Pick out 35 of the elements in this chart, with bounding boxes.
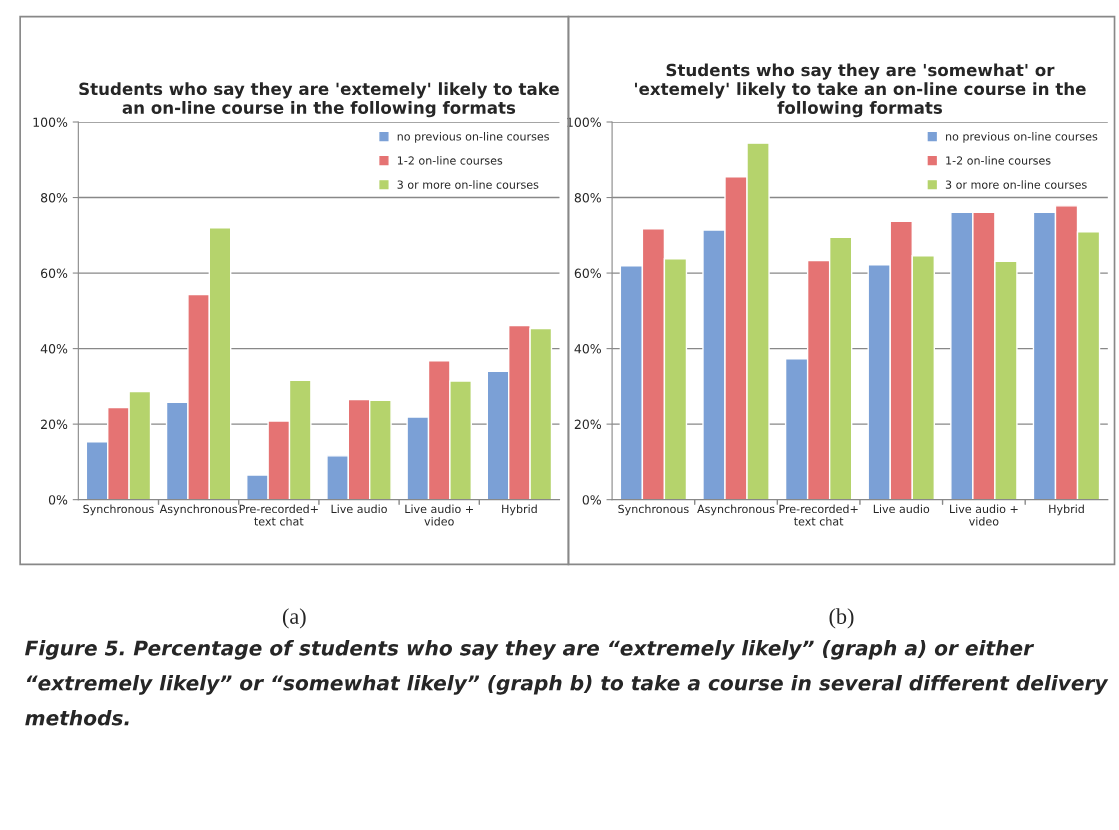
text: (a) — [282, 608, 306, 629]
legend-label: no previous on-line courses — [397, 132, 549, 143]
x-tick-label: Asynchronous — [697, 504, 775, 516]
x-tick-label: Live audio — [873, 504, 930, 514]
x-tick-label: Live audio + video — [950, 504, 1018, 526]
x-tick-label: Synchronous — [83, 504, 154, 516]
chart-title: Students who say they are 'somewhat' or 'extemely' likely to take an on-line course in the following formats — [635, 63, 1086, 118]
legend-label: 1-2 on-line courses — [397, 156, 503, 165]
text: (b) — [829, 608, 854, 629]
y-tick-label: 40% — [40, 344, 68, 354]
x-tick-label: Hybrid — [1049, 504, 1084, 516]
y-tick-label: 20% — [41, 419, 68, 430]
y-tick-label: 60% — [574, 268, 601, 278]
y-tick-label: 20% — [574, 419, 601, 430]
y-tick-label: 100% — [33, 117, 68, 127]
x-tick-label: Synchronous — [618, 504, 689, 516]
legend-label: 3 or more on-line courses — [397, 180, 539, 189]
legend-label: 3 or more on-line courses — [945, 180, 1087, 189]
y-tick-label: 0% — [48, 495, 68, 505]
x-tick-label: Pre-recorded+ text chat — [239, 504, 318, 526]
y-tick-label: 100% — [567, 117, 601, 127]
y-tick-label: 40% — [574, 344, 601, 354]
y-tick-label: 60% — [41, 268, 68, 278]
legend-label: 1-2 on-line courses — [946, 156, 1051, 165]
x-tick-label: Asynchronous — [159, 504, 238, 516]
x-tick-label: Pre-recorded+ text chat — [779, 504, 858, 526]
y-tick-label: 0% — [582, 495, 601, 505]
y-tick-label: 80% — [574, 193, 601, 203]
x-tick-label: Live audio + video — [405, 504, 473, 526]
caption: Figure 5. Percentage of students who say they are “extremely likely” (graph a) or either “extremely likely” or “somewhat likely” (graph b) to take a course in several different delivery methods. — [25, 640, 1109, 726]
legend-label: no previous on-line courses — [946, 132, 1098, 143]
y-tick-label: 80% — [40, 193, 68, 203]
chart-title: Students who say they are 'extemely' likely to take an on-line course in the following formats — [79, 82, 559, 118]
x-tick-label: Hybrid — [502, 504, 537, 516]
x-tick-label: Live audio — [331, 504, 387, 514]
